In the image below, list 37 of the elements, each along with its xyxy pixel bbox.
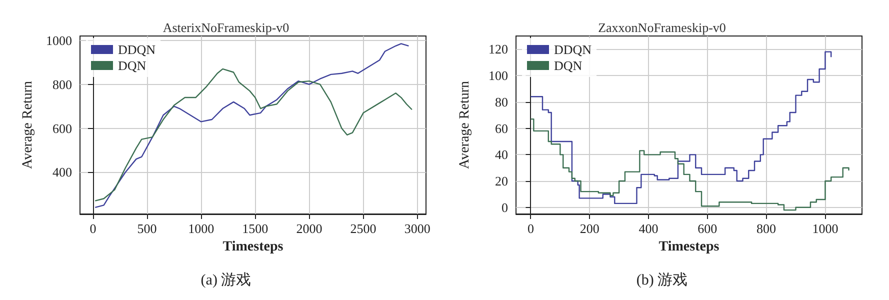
x-tick-label: 3000 — [404, 221, 430, 236]
y-tick-label: 120 — [488, 42, 508, 57]
y-tick-label: 400 — [52, 164, 72, 180]
y-tick-label: 40 — [495, 147, 508, 162]
legend-label: DQN — [118, 58, 147, 73]
x-tick-label: 800 — [756, 221, 776, 236]
x-tick-label: 0 — [90, 221, 96, 236]
y-tick-label: 20 — [495, 174, 508, 189]
x-tick-label: 400 — [638, 221, 658, 236]
text: (a) 游戏 — [200, 272, 252, 288]
x-tick-label: 600 — [698, 221, 718, 236]
text: (b) 游戏 — [636, 272, 688, 288]
x-tick-label: 2500 — [350, 221, 376, 236]
x-axis-title: Timesteps — [222, 239, 284, 254]
line-series — [94, 43, 410, 208]
chart-title: ZaxxonNoFrameskip-v0 — [598, 20, 726, 35]
chart-title: AsterixNoFrameskip-v0 — [162, 20, 290, 35]
x-tick-label: 1000 — [188, 221, 214, 236]
y-tick-label: 1000 — [46, 32, 72, 48]
x-tick-label: 1000 — [812, 221, 838, 236]
x-tick-label: 0 — [527, 221, 534, 236]
legend-label: DDQN — [554, 42, 592, 57]
y-tick-label: 800 — [52, 76, 72, 92]
y-tick-label: 60 — [495, 120, 508, 136]
y-tick-label: 0 — [502, 200, 508, 215]
legend-label: DQN — [554, 58, 583, 73]
y-tick-label: 600 — [52, 120, 72, 136]
x-tick-label: 1500 — [242, 221, 268, 236]
y-axis-title: Average Return — [458, 81, 472, 169]
x-tick-label: 200 — [580, 221, 600, 236]
y-axis-title: Average Return — [20, 81, 36, 169]
y-tick-label: 80 — [495, 94, 508, 110]
y-tick-label: 100 — [488, 68, 508, 84]
x-axis-title: Timesteps — [658, 239, 720, 254]
legend-label: DDQN — [118, 42, 156, 57]
x-tick-label: 500 — [137, 221, 157, 236]
x-tick-label: 2000 — [296, 221, 322, 236]
